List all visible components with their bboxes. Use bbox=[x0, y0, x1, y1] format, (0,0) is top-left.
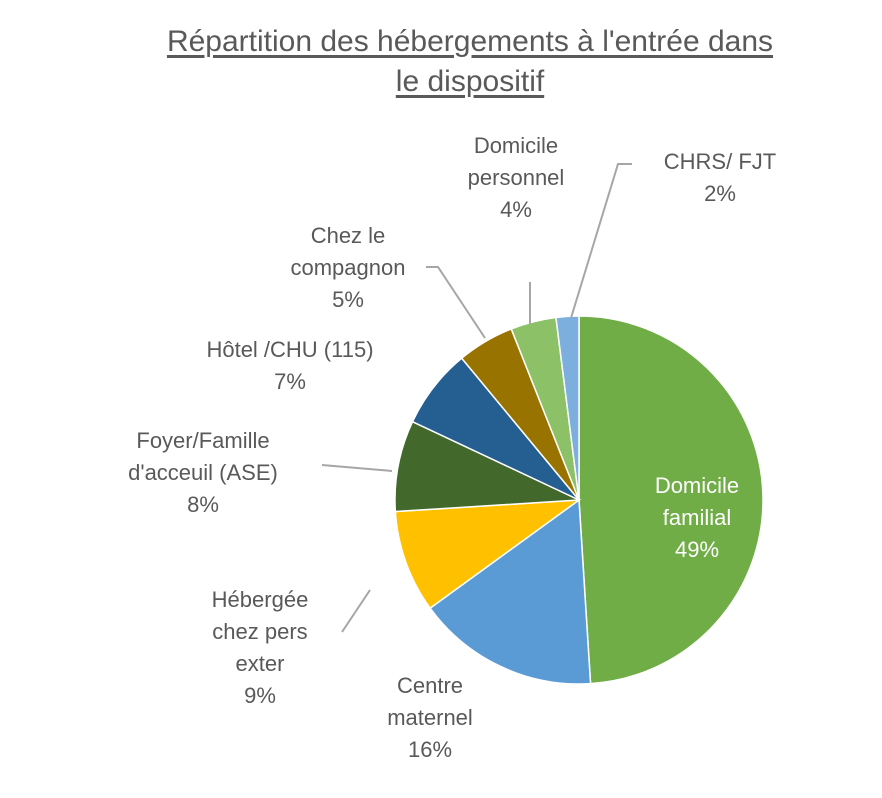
slice-label-1: Centre maternel 16% bbox=[387, 673, 473, 762]
slice-percent-2: 9% bbox=[244, 683, 276, 708]
slice-label-line-2-0: Hébergée bbox=[212, 587, 309, 612]
slice-label-line-4-0: Hôtel /CHU (115) bbox=[206, 337, 373, 362]
slice-percent-1: 16% bbox=[408, 737, 452, 762]
slice-percent-7: 2% bbox=[704, 181, 736, 206]
pie-slice-2 bbox=[394, 499, 582, 610]
slice-label-line-1-1: maternel bbox=[387, 705, 473, 730]
slice-percent-0: 49% bbox=[675, 537, 719, 562]
slice-label-5: Chez le compagnon 5% bbox=[291, 223, 406, 312]
slice-label-line-3-0: Foyer/Famille bbox=[136, 428, 269, 453]
slice-percent-4: 7% bbox=[274, 369, 306, 394]
chart-title-line-1: Répartition des hébergements à l'entrée … bbox=[166, 25, 774, 58]
leader-line-3 bbox=[321, 464, 393, 472]
leader-line-5 bbox=[426, 266, 486, 339]
slice-label-line-6-1: personnel bbox=[468, 165, 565, 190]
slice-label-line-0-1: familial bbox=[663, 505, 731, 530]
leader-line-2 bbox=[341, 589, 371, 633]
slice-label-6: Domicile personnel 4% bbox=[468, 133, 565, 222]
chart-title: Répartition des hébergements à l'entrée … bbox=[120, 22, 820, 102]
slice-label-line-2-1: chez pers bbox=[212, 619, 307, 644]
slice-label-7: CHRS/ FJT 2% bbox=[664, 149, 776, 206]
slice-label-line-3-1: d'acceuil (ASE) bbox=[128, 460, 278, 485]
pie-slice-3 bbox=[394, 420, 580, 513]
leader-line-7 bbox=[570, 163, 632, 319]
slice-label-4: Hôtel /CHU (115) 7% bbox=[206, 337, 373, 394]
slice-percent-3: 8% bbox=[187, 492, 219, 517]
chart-title-line-2: le dispositif bbox=[395, 65, 545, 98]
pie-slice-0 bbox=[578, 315, 764, 685]
slice-label-line-5-1: compagnon bbox=[291, 255, 406, 280]
slice-label-0: Domicile familial 49% bbox=[655, 473, 739, 562]
pie-slice-7 bbox=[555, 315, 580, 501]
slice-label-line-6-0: Domicile bbox=[474, 133, 558, 158]
slice-label-line-2-2: exter bbox=[236, 651, 285, 676]
slice-label-line-1-0: Centre bbox=[397, 673, 463, 698]
pie-slice-1 bbox=[429, 498, 592, 685]
slice-label-2: Hébergée chez pers exter 9% bbox=[212, 587, 309, 708]
slice-percent-6: 4% bbox=[500, 197, 532, 222]
slice-label-line-7-0: CHRS/ FJT bbox=[664, 149, 776, 174]
slice-label-line-0-0: Domicile bbox=[655, 473, 739, 498]
slice-label-line-5-0: Chez le bbox=[311, 223, 386, 248]
slice-percent-5: 5% bbox=[332, 287, 364, 312]
slice-label-3: Foyer/Famille d'acceuil (ASE) 8% bbox=[128, 428, 278, 517]
